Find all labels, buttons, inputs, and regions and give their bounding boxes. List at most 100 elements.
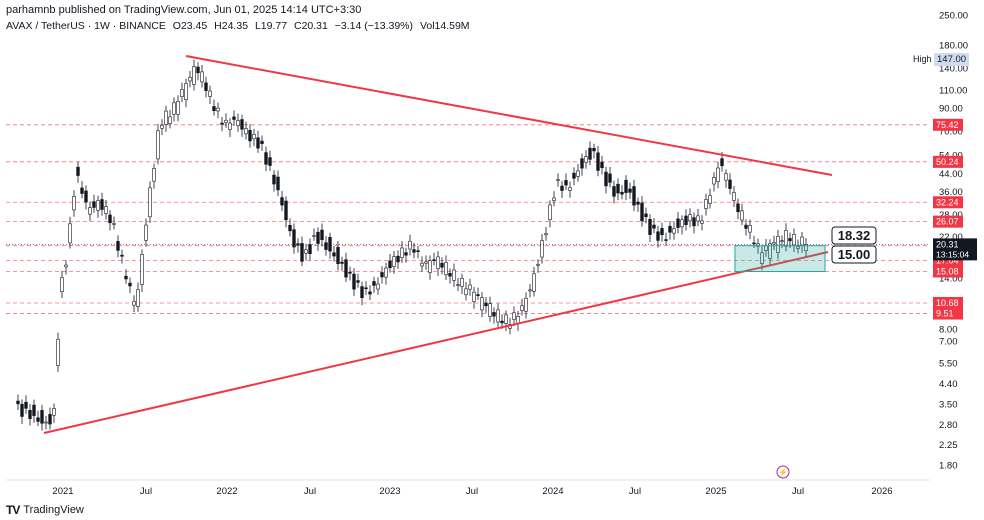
- y-tick-label: 70.00: [939, 127, 963, 138]
- candle-body: [120, 254, 124, 257]
- candle-body: [656, 231, 660, 241]
- x-tick-label: Jul: [792, 486, 804, 497]
- candle-body: [720, 158, 724, 167]
- candle-body: [760, 252, 764, 265]
- candle-body: [660, 228, 664, 236]
- candle-body: [756, 243, 760, 247]
- level-badge: [933, 155, 963, 168]
- level-label: 75.42: [936, 120, 959, 130]
- candle-body: [52, 408, 56, 416]
- candle-body: [164, 110, 168, 125]
- candle-body: [796, 246, 800, 249]
- candle-body: [40, 410, 44, 424]
- candle-body: [148, 187, 152, 218]
- candle-body: [780, 240, 784, 242]
- candle-body: [500, 320, 504, 324]
- candle-body: [312, 235, 316, 237]
- candle-body: [752, 242, 756, 245]
- candle-body: [688, 214, 692, 222]
- candle-body: [692, 217, 696, 227]
- candle-body: [740, 210, 744, 221]
- footer: TV TradingView: [6, 503, 84, 517]
- candle-body: [252, 133, 256, 140]
- candle-body: [276, 176, 280, 191]
- candle-body: [244, 128, 248, 135]
- candle-body: [364, 287, 368, 290]
- callout-upper: 18.32: [838, 228, 871, 243]
- candle-body: [224, 119, 228, 123]
- candle-body: [544, 233, 548, 236]
- candle-body: [404, 252, 408, 256]
- candle-body: [528, 289, 532, 292]
- candle-body: [428, 260, 432, 273]
- event-lightning-icon: [776, 465, 790, 479]
- candle-body: [552, 197, 556, 201]
- candle-body: [588, 147, 592, 160]
- candle-body: [180, 89, 184, 98]
- candle-body: [440, 262, 444, 268]
- candle-body: [436, 256, 440, 270]
- candle-body: [388, 260, 392, 269]
- candle-body: [792, 233, 796, 246]
- candle-body: [316, 231, 320, 244]
- candle-body: [468, 284, 472, 290]
- symbol-info: AVAX / TetherUS · 1W · BINANCE O23.45 H2…: [6, 20, 474, 32]
- candle-body: [644, 213, 648, 218]
- candle-body: [548, 204, 552, 221]
- candle-body: [580, 158, 584, 169]
- candle-body: [192, 66, 196, 85]
- candle-body: [24, 401, 28, 409]
- candle-body: [268, 157, 272, 166]
- ohlc-change: −3.14 (−13.39%): [334, 20, 414, 32]
- callout-upper-box: [831, 226, 877, 245]
- candle-body: [576, 170, 580, 177]
- candle-body: [724, 173, 728, 181]
- level-label: 10.68: [936, 298, 959, 308]
- candle-body: [60, 277, 64, 293]
- candle-body: [704, 199, 708, 209]
- candle-body: [352, 273, 356, 290]
- candle-body: [524, 297, 528, 312]
- candle-body: [484, 302, 488, 307]
- candle-body: [292, 229, 296, 248]
- x-tick-label: 2025: [705, 486, 726, 497]
- candle-body: [56, 338, 60, 366]
- candle-body: [68, 223, 72, 244]
- candle-body: [344, 259, 348, 278]
- candle-body: [640, 202, 644, 222]
- candle-body: [532, 273, 536, 292]
- candle-body: [320, 229, 324, 241]
- candle-body: [336, 247, 340, 264]
- candle-body: [112, 223, 116, 225]
- ohlc-open: O23.45: [172, 20, 208, 32]
- candle-body: [488, 303, 492, 317]
- candle-body: [604, 171, 608, 187]
- candle-body: [44, 421, 48, 424]
- candle-body: [188, 77, 192, 82]
- candle-body: [84, 190, 88, 203]
- level-label: 26.07: [936, 217, 959, 227]
- candle-body: [464, 288, 468, 296]
- high-value-badge: 147.00: [934, 53, 970, 66]
- y-tick-label: 4.40: [939, 379, 958, 390]
- candle-body: [208, 90, 212, 97]
- candle-body: [676, 218, 680, 228]
- candle-body: [356, 280, 360, 283]
- candle-body: [424, 261, 428, 264]
- x-tick-label: Jul: [629, 486, 641, 497]
- candle-body: [572, 172, 576, 179]
- candle-body: [668, 225, 672, 233]
- candle-body: [768, 243, 772, 259]
- candle-body: [628, 188, 632, 193]
- candle-body: [448, 273, 452, 277]
- candle-body: [696, 215, 700, 222]
- y-tick-label: 3.50: [939, 400, 958, 411]
- candle-body: [396, 255, 400, 263]
- y-tick-label: 2.80: [939, 420, 958, 431]
- event-lightning-glyph: ⚡: [778, 467, 788, 477]
- publisher-line: parhamnb published on TradingView.com, J…: [6, 4, 362, 16]
- tradingview-logo-icon: TV: [6, 503, 20, 517]
- y-tick-label: 2.25: [939, 440, 958, 451]
- level-label: 15.08: [936, 267, 959, 277]
